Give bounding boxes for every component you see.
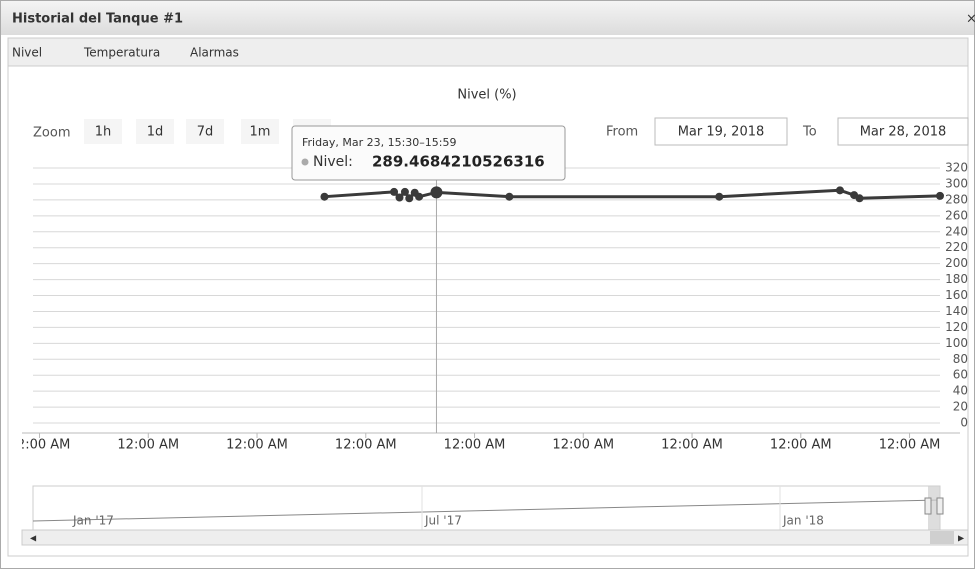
navigator-line [32,499,941,522]
x-tick-label: 12:00 AM [335,438,397,453]
y-tick-label: 240 [945,224,968,238]
data-point [390,187,399,196]
x-tick-label: 12:00 AM [552,438,614,453]
y-tick-label: 160 [945,288,968,302]
y-tick-label: 100 [945,336,968,350]
scrollbar-thumb[interactable] [930,531,954,544]
chart-panel [7,65,969,557]
from-label: From [606,125,638,140]
zoom-button[interactable] [241,119,279,144]
from-value: Mar 19, 2018 [678,125,765,140]
y-tick-label: 260 [945,208,968,222]
data-point [395,193,404,202]
scroll-left[interactable]: ◀ [30,534,37,543]
data-point [936,191,944,200]
data-point [320,192,329,201]
tooltip-bullet [301,158,309,166]
x-axis-labels: 12:00 AM 12:00 AM 12:00 AM 12:00 AM 12:00 AM… [9,433,941,453]
y-tick-label: 60 [953,368,968,382]
zoom-button[interactable] [84,119,122,144]
tab-bar [7,37,969,67]
zoom-label: Zoom [33,126,70,141]
to-value: Mar 28, 2018 [860,125,947,140]
y-tick-label: 80 [953,352,968,366]
x-tick-label: 12:00 AM [226,438,288,453]
data-point [430,186,443,199]
to-input[interactable] [837,117,969,146]
data-point [415,192,424,201]
zoom-button-label[interactable]: 1m [250,125,271,140]
navigator-handle[interactable] [936,497,944,515]
navigator-label: Jan '17 [72,514,114,528]
tab[interactable]: Alarmas [190,46,239,60]
tooltip-header: Friday, Mar 23, 15:30–15:59 [302,136,456,149]
y-tick-label: 180 [945,272,968,286]
tooltip [291,125,566,181]
navigator-label: Jul '17 [424,514,462,528]
y-tick-label: 300 [945,176,968,190]
scroll-right[interactable]: ▶ [958,534,965,543]
x-tick-label: 12:00 AM [770,438,832,453]
from-input[interactable] [654,117,788,146]
chart-title: Nivel (%) [457,88,516,103]
close-button[interactable]: × [966,12,975,27]
x-tick-label: 12:00 AM [117,438,179,453]
data-point [715,192,724,201]
data-point [400,187,409,196]
zoom-button-label[interactable]: 1d [147,125,164,140]
data-point [855,194,864,203]
title-bar [1,1,974,35]
data-point [835,186,844,195]
x-tick-label: 12:00 AM [661,438,723,453]
y-tick-label: 120 [945,320,968,334]
navigator-handle[interactable] [924,497,932,515]
zoom-button-label[interactable]: 1h [95,125,112,140]
y-tick-label: 320 [945,161,968,175]
y-tick-label: 20 [953,400,968,414]
x-tick-label: 12:00 AM [879,438,941,453]
navigator-selection[interactable] [928,486,940,530]
tooltip-label: Nivel: [313,154,353,170]
tab[interactable]: Nivel [12,46,42,60]
window-title: Historial del Tanque #1 [12,12,183,27]
y-tick-label: 40 [953,384,968,398]
x-tick-label: 12:00 AM [9,438,71,453]
y-tick-label: 140 [945,304,968,318]
y-tick-label: 280 [945,192,968,206]
y-tick-label: 0 [960,416,968,430]
y-tick-label: 200 [945,256,968,270]
zoom-button[interactable] [186,119,224,144]
tab[interactable]: Temperatura [83,46,160,60]
zoom-button[interactable] [136,119,174,144]
x-tick-label: 12:00 AM [444,438,506,453]
y-tick-label: 220 [945,240,968,254]
data-point [405,194,414,203]
data-point [505,192,514,201]
navigator-label: Jan '18 [782,514,824,528]
zoom-button-label[interactable]: 7d [197,125,214,140]
tooltip-value: 289.4684210526316 [372,153,545,171]
to-label: To [802,125,817,140]
scrollbar[interactable] [21,529,969,546]
